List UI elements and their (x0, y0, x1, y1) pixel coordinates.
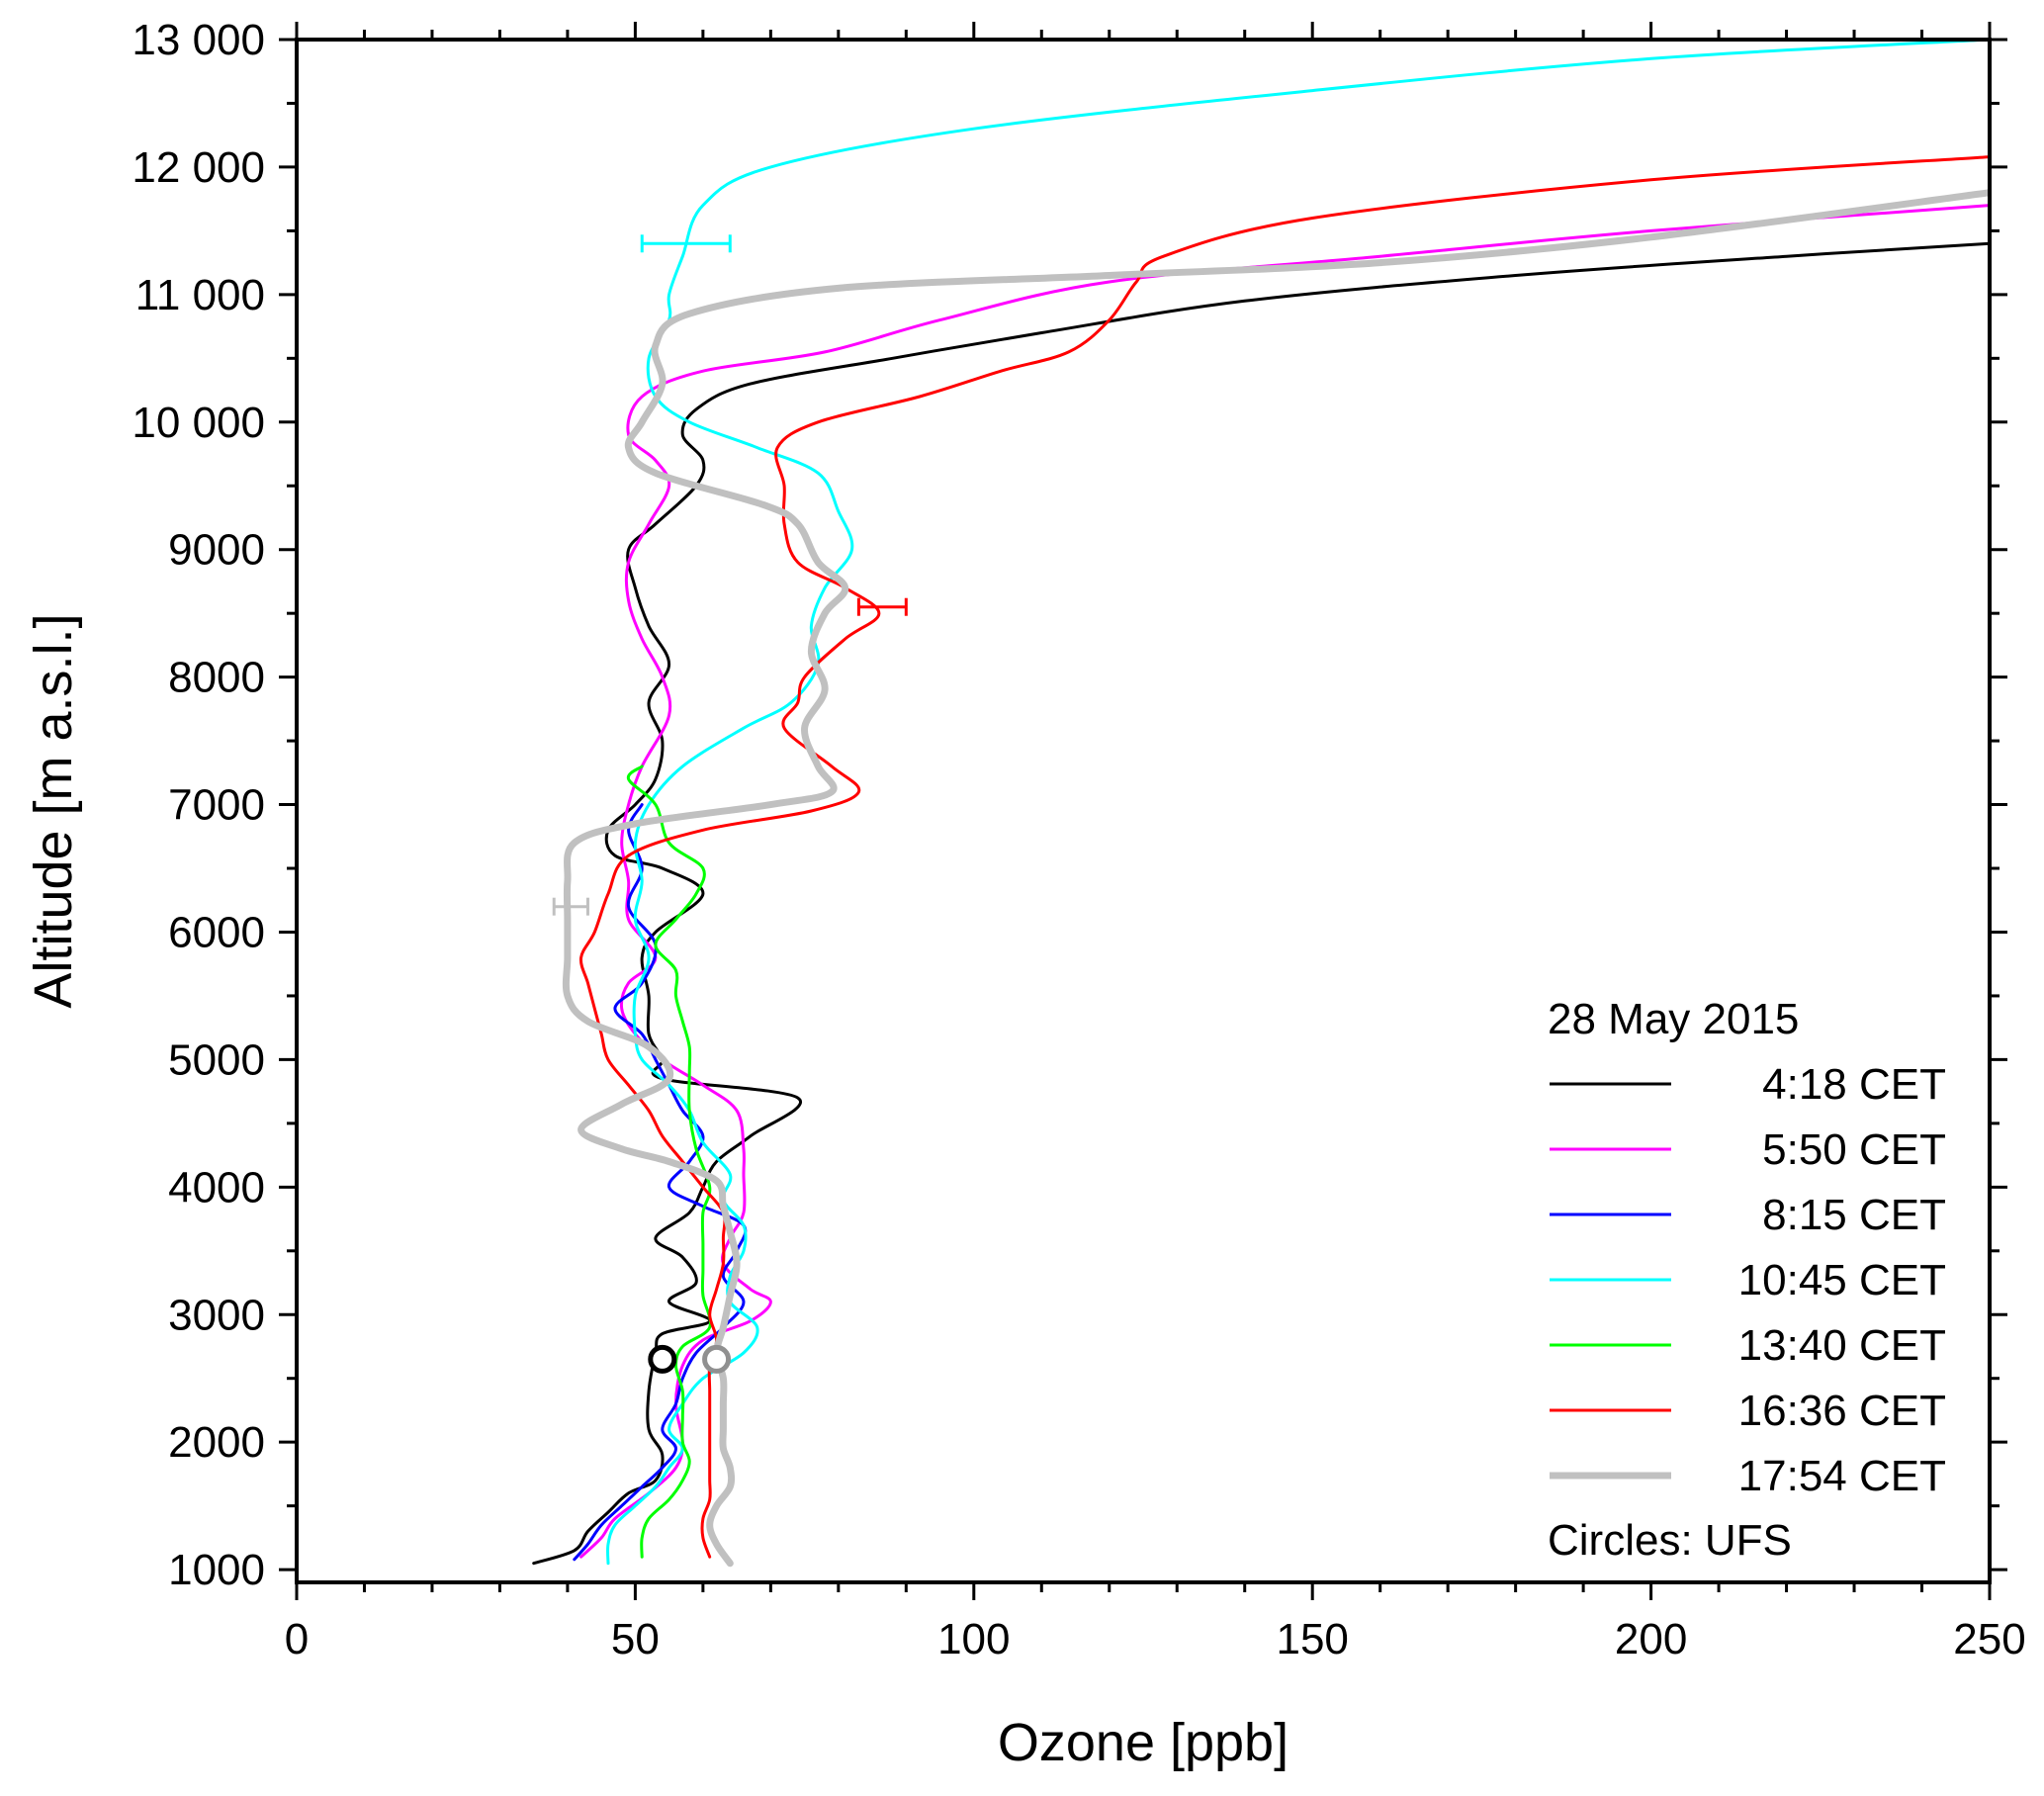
ufs-marker-0 (648, 1344, 677, 1374)
legend-entries: 4:18 CET 5:50 CET 8:15 CET 10:45 CET 13:40 C… (1550, 1060, 1946, 1500)
x-tick-label-3: 150 (1276, 1615, 1348, 1663)
tick-layer: 0 50 100 150 200 250 1000 2000 3000 4000 5000 6000 7… (132, 16, 2025, 1663)
y-tick-label-8: 9000 (168, 526, 265, 575)
y-tick-label-11: 12 000 (132, 143, 265, 192)
series-line-4 (626, 764, 712, 1559)
x-tick-label-0: 0 (285, 1615, 309, 1663)
y-tick-label-10: 11 000 (135, 271, 265, 319)
x-tick-label-2: 100 (937, 1615, 1010, 1663)
legend-label-2: 8:15 CET (1762, 1191, 1946, 1239)
legend-label-0: 4:18 CET (1762, 1060, 1946, 1109)
y-tick-label-9: 10 000 (132, 399, 265, 447)
errorbar-layer (552, 234, 908, 916)
y-tick-label-6: 7000 (168, 781, 265, 830)
y-tick-label-5: 6000 (168, 908, 265, 956)
y-tick-label-7: 8000 (168, 654, 265, 702)
x-axis-title: Ozone [ppb] (998, 1713, 1289, 1772)
y-tick-label-0: 1000 (168, 1546, 265, 1594)
error-bar-1 (856, 597, 908, 616)
y-tick-label-12: 13 000 (132, 16, 265, 64)
x-tick-label-4: 200 (1615, 1615, 1687, 1663)
x-tick-label-1: 50 (611, 1615, 660, 1663)
y-tick-label-3: 4000 (168, 1163, 265, 1212)
x-tick-label-5: 250 (1953, 1615, 2025, 1663)
legend-label-5: 16:36 CET (1738, 1387, 1946, 1435)
marker-layer (648, 1344, 732, 1374)
y-tick-label-4: 5000 (168, 1035, 265, 1084)
y-tick-label-2: 3000 (168, 1291, 265, 1339)
series-line-1 (579, 204, 1990, 1559)
error-bar-0 (640, 234, 732, 253)
y-axis-title: Altitude [m a.s.l.] (24, 613, 83, 1008)
series-line-3 (606, 40, 1990, 1566)
y-tick-label-1: 2000 (168, 1418, 265, 1467)
legend-note: Circles: UFS (1548, 1516, 1792, 1565)
legend: 28 May 2015 4:18 CET 5:50 CET 8:15 CET 10:4… (1548, 995, 1946, 1565)
ufs-marker-1 (702, 1344, 732, 1374)
legend-title: 28 May 2015 (1548, 995, 1799, 1043)
legend-label-6: 17:54 CET (1738, 1452, 1946, 1500)
legend-label-1: 5:50 CET (1762, 1125, 1946, 1174)
legend-label-3: 10:45 CET (1738, 1256, 1946, 1304)
error-bar-2 (552, 897, 589, 916)
legend-label-4: 13:40 CET (1738, 1321, 1946, 1370)
plot-frame (295, 38, 1992, 1584)
